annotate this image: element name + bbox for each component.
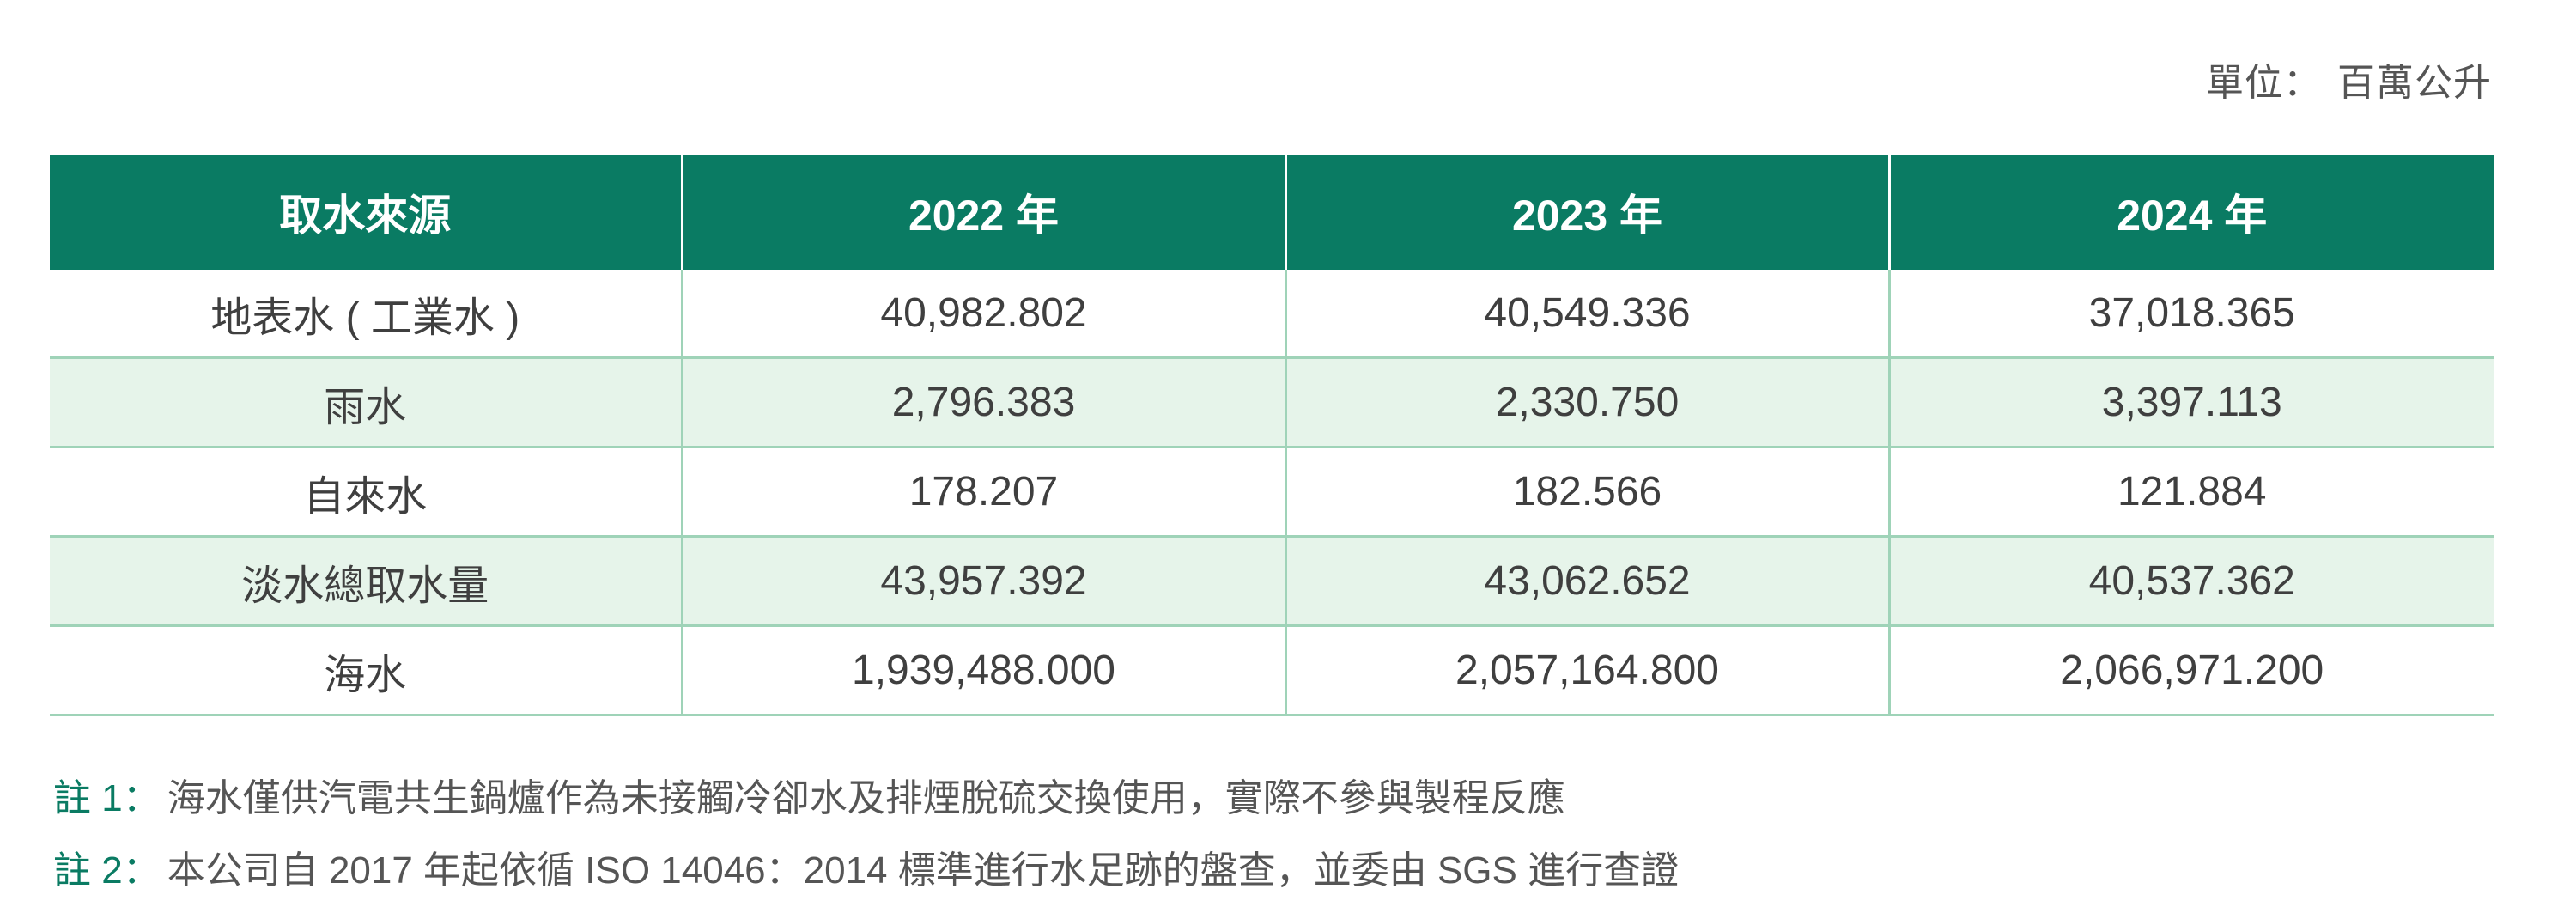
cell-value: 1,939,488.000 — [680, 625, 1285, 716]
footnote-1-tag: 註 1： — [53, 777, 161, 819]
row-label-rainwater: 雨水 — [50, 357, 682, 448]
row-label-tap-water: 自來水 — [50, 447, 682, 538]
cell-value: 37,018.365 — [1887, 270, 2494, 359]
footnote-1-text: 海水僅供汽電共生鍋爐作為未接觸冷卻水及排煙脫硫交換使用，實際不參與製程反應 — [167, 777, 1565, 819]
table-row: 淡水總取水量 43,957.392 43,062.652 40,537.362 — [50, 536, 2494, 627]
table-row: 自來水 178.207 182.566 121.884 — [50, 447, 2494, 538]
footnote-2: 註 2： 本公司自 2017 年起依循 ISO 14046：2014 標準進行水足… — [53, 835, 1679, 907]
cell-value: 43,957.392 — [680, 536, 1285, 627]
cell-value: 2,066,971.200 — [1887, 625, 2494, 716]
cell-value: 40,982.802 — [680, 270, 1285, 359]
header-source: 取水來源 — [50, 155, 682, 270]
row-label-surface-water: 地表水 ( 工業水 ) — [50, 270, 682, 359]
cell-value: 40,549.336 — [1284, 270, 1889, 359]
unit-value: 百萬公升 — [2337, 62, 2492, 104]
cell-value: 2,796.383 — [680, 357, 1285, 448]
cell-value: 2,330.750 — [1284, 357, 1889, 448]
row-label-total-freshwater: 淡水總取水量 — [50, 536, 682, 627]
table-header-row: 取水來源 2022 年 2023 年 2024 年 — [50, 155, 2494, 270]
footnote-2-tag: 註 2： — [53, 849, 161, 892]
cell-value: 121.884 — [1887, 447, 2494, 538]
water-withdrawal-table: 取水來源 2022 年 2023 年 2024 年 地表水 ( 工業水 ) 40… — [50, 155, 2494, 716]
footnotes: 註 1： 海水僅供汽電共生鍋爐作為未接觸冷卻水及排煙脫硫交換使用，實際不參與製程反… — [53, 763, 1679, 907]
cell-value: 178.207 — [680, 447, 1285, 538]
row-label-seawater: 海水 — [50, 625, 682, 716]
cell-value: 43,062.652 — [1284, 536, 1889, 627]
cell-value: 182.566 — [1284, 447, 1889, 538]
table-row: 地表水 ( 工業水 ) 40,982.802 40,549.336 37,018… — [50, 270, 2494, 359]
table-row: 雨水 2,796.383 2,330.750 3,397.113 — [50, 357, 2494, 448]
unit-label: 單位： — [2206, 62, 2322, 104]
header-2022: 2022 年 — [680, 155, 1285, 270]
header-2024: 2024 年 — [1887, 155, 2494, 270]
unit-caption: 單位： 百萬公升 — [2206, 52, 2492, 107]
cell-value: 2,057,164.800 — [1284, 625, 1889, 716]
footnote-1: 註 1： 海水僅供汽電共生鍋爐作為未接觸冷卻水及排煙脫硫交換使用，實際不參與製程反… — [53, 763, 1679, 835]
cell-value: 40,537.362 — [1887, 536, 2494, 627]
table-row: 海水 1,939,488.000 2,057,164.800 2,066,971… — [50, 625, 2494, 716]
header-2023: 2023 年 — [1284, 155, 1889, 270]
footnote-2-text: 本公司自 2017 年起依循 ISO 14046：2014 標準進行水足跡的盤查… — [167, 849, 1680, 892]
cell-value: 3,397.113 — [1887, 357, 2494, 448]
